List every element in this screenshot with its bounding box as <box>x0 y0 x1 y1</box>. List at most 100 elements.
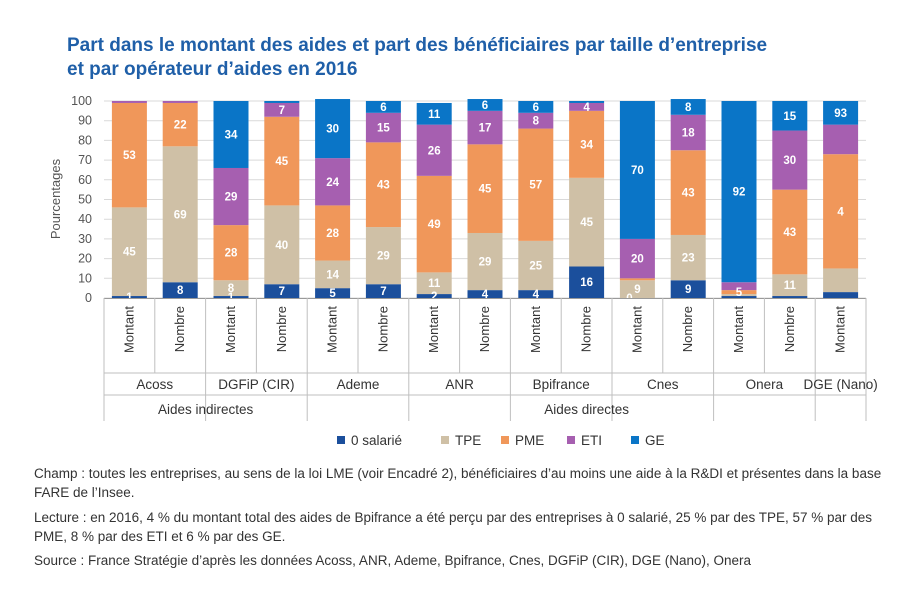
x-tick-label: Montant <box>731 306 746 353</box>
data-label: 5 <box>736 287 743 299</box>
x-tick-label: Nombre <box>375 306 390 352</box>
y-tick-label: 20 <box>78 252 92 266</box>
bar-segment <box>163 101 198 103</box>
legend-swatch <box>567 436 575 444</box>
group-label: Acoss <box>136 377 173 392</box>
x-tick-label: Nombre <box>680 306 695 352</box>
y-tick-label: 0 <box>85 291 92 305</box>
x-tick-label: Nombre <box>274 306 289 352</box>
y-tick-label: 10 <box>78 271 92 285</box>
data-label: 45 <box>580 217 593 229</box>
bar-segment <box>264 101 299 103</box>
data-label: 30 <box>783 155 796 167</box>
y-tick-label: 30 <box>78 232 92 246</box>
data-label: 6 <box>533 102 539 114</box>
data-label: 45 <box>123 247 136 259</box>
data-label: 7 <box>279 286 285 298</box>
data-label: 29 <box>479 257 492 269</box>
data-label: 11 <box>784 280 797 292</box>
data-label: 40 <box>275 240 288 252</box>
data-label: 8 <box>685 102 692 114</box>
legend-label: PME <box>515 433 544 448</box>
bar-segment <box>620 278 655 280</box>
data-label: 28 <box>326 228 339 240</box>
data-label: 34 <box>580 139 593 151</box>
group-label: Cnes <box>647 377 679 392</box>
x-tick-label: Nombre <box>172 306 187 352</box>
data-label: 7 <box>380 286 386 298</box>
x-tick-label: Montant <box>528 306 543 353</box>
bar-segment <box>772 296 807 298</box>
data-label: 29 <box>377 251 390 263</box>
data-label: 93 <box>834 108 847 120</box>
legend-label: TPE <box>455 433 481 448</box>
y-tick-label: 70 <box>78 153 92 167</box>
data-label: 15 <box>783 111 796 123</box>
x-tick-label: Nombre <box>579 306 594 352</box>
y-tick-label: 90 <box>78 114 92 128</box>
data-label: 43 <box>377 180 390 192</box>
x-tick-label: Nombre <box>782 306 797 352</box>
group-label: DGFiP (CIR) <box>218 377 294 392</box>
data-label: 45 <box>479 184 492 196</box>
x-tick-label: Montant <box>223 306 238 353</box>
data-label: 25 <box>529 260 542 272</box>
data-label: 2 <box>431 291 437 303</box>
legend-label: 0 salarié <box>351 433 402 448</box>
data-label: 17 <box>479 123 492 135</box>
y-tick-label: 100 <box>71 94 92 108</box>
data-label: 26 <box>428 145 441 157</box>
data-label: 8 <box>177 285 184 297</box>
data-label: 69 <box>174 209 187 221</box>
bar-segment <box>823 125 858 155</box>
category-label: Aides indirectes <box>158 402 254 417</box>
data-label: 20 <box>631 254 644 266</box>
data-label: 8 <box>533 116 540 128</box>
data-label: 4 <box>533 289 540 301</box>
data-label: 24 <box>326 177 339 189</box>
x-tick-label: Montant <box>426 306 441 353</box>
data-label: 43 <box>682 188 695 200</box>
x-tick-label: Montant <box>121 306 136 353</box>
data-label: 28 <box>225 248 238 260</box>
bar-segment <box>823 292 858 298</box>
data-label: 15 <box>377 123 390 135</box>
x-tick-label: Montant <box>325 306 340 353</box>
x-tick-label: Nombre <box>477 306 492 352</box>
y-axis-label: Pourcentages <box>48 158 63 239</box>
data-label: 45 <box>275 156 288 168</box>
legend-swatch <box>501 436 509 444</box>
data-label: 30 <box>326 124 339 136</box>
data-label: 49 <box>428 219 441 231</box>
x-tick-label: Montant <box>629 306 644 353</box>
legend-label: GE <box>645 433 665 448</box>
legend-swatch <box>337 436 345 444</box>
data-label: 53 <box>123 150 136 162</box>
y-tick-label: 50 <box>78 193 92 207</box>
legend-swatch <box>441 436 449 444</box>
legend-label: ETI <box>581 433 602 448</box>
stacked-bar-chart: 1455386922182829347404575142824307294315… <box>0 0 913 460</box>
bar-segment <box>823 268 858 292</box>
data-label: 8 <box>228 283 235 295</box>
data-label: 16 <box>580 277 593 289</box>
data-label: 4 <box>583 102 590 114</box>
data-label: 11 <box>428 109 441 121</box>
data-label: 70 <box>631 165 644 177</box>
data-label: 22 <box>174 120 187 132</box>
data-label: 4 <box>837 206 844 218</box>
data-label: 29 <box>225 192 238 204</box>
data-label: 57 <box>529 180 542 192</box>
y-tick-label: 40 <box>78 212 92 226</box>
data-label: 9 <box>634 284 640 296</box>
y-tick-label: 60 <box>78 173 92 187</box>
data-label: 23 <box>682 253 695 265</box>
note-lecture: Lecture : en 2016, 4 % du montant total … <box>34 508 900 546</box>
data-label: 6 <box>380 102 386 114</box>
bar-segment <box>112 101 147 103</box>
legend-swatch <box>631 436 639 444</box>
data-label: 18 <box>682 128 695 140</box>
data-label: 14 <box>326 269 339 281</box>
group-label: DGE (Nano) <box>803 377 877 392</box>
group-label: Bpifrance <box>533 377 590 392</box>
